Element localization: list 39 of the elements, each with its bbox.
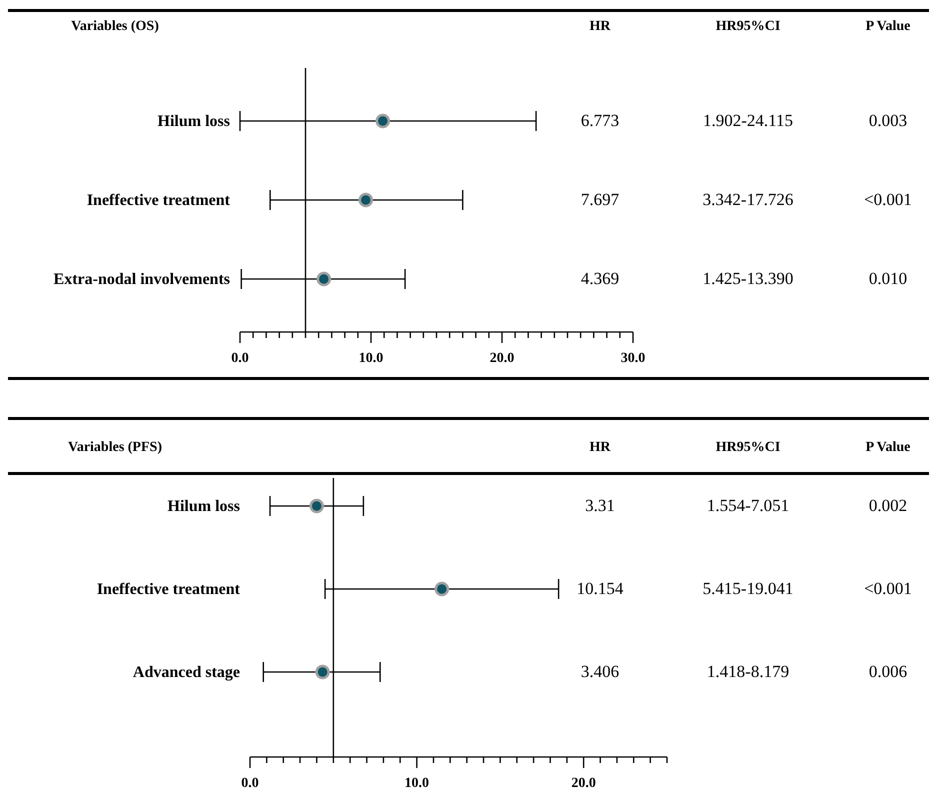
annotation: 7.697 (580, 190, 620, 210)
x-tick-label: 20.0 (571, 776, 596, 791)
text: HR95%CI (716, 19, 780, 35)
x-tick-label: 20.0 (490, 351, 514, 366)
annotation: 6.773 (580, 111, 620, 131)
y-tick-label: Extra-nodal involvements (54, 271, 230, 288)
text: 0.006 (868, 662, 908, 682)
y-tick-label: Hilum loss (168, 498, 240, 515)
text: <0.001 (864, 190, 912, 210)
y-tick-label: Ineffective treatment (96, 581, 241, 598)
x-tick-label: 0.0 (231, 351, 249, 366)
text: <0.001 (864, 579, 912, 599)
text: HR (590, 19, 610, 35)
text: 0.010 (868, 269, 908, 289)
text: 1.418-8.179 (706, 662, 790, 682)
y-tick-label: Advanced stage (132, 664, 240, 681)
text: P Value (866, 19, 910, 35)
y-axis-title: Variables (OS) (71, 19, 159, 35)
text: 1.902-24.115 (702, 111, 794, 131)
text: HR (590, 440, 610, 456)
x-tick-label: 0.0 (241, 776, 259, 791)
x-tick-label: 10.0 (404, 776, 430, 791)
y-axis-title: Variables (PFS) (68, 440, 162, 456)
text: HR95%CI (716, 440, 780, 456)
text: 3.342-17.726 (702, 190, 794, 210)
text: 1.554-7.051 (706, 496, 790, 516)
x-tick-label: 10.0 (358, 351, 384, 366)
annotation: 3.31 (585, 496, 615, 516)
x-tick-label: 30.0 (620, 351, 646, 366)
y-tick-label: Hilum loss (158, 113, 230, 130)
text: 0.003 (868, 111, 908, 131)
text: 0.002 (868, 496, 908, 516)
text: P Value (866, 440, 910, 456)
annotation: 3.406 (580, 662, 620, 682)
annotation: 4.369 (580, 269, 620, 289)
y-tick-label: Ineffective treatment (86, 192, 231, 209)
text: 5.415-19.041 (702, 579, 794, 599)
annotation: 10.154 (576, 579, 624, 599)
text: 1.425-13.390 (702, 269, 794, 289)
